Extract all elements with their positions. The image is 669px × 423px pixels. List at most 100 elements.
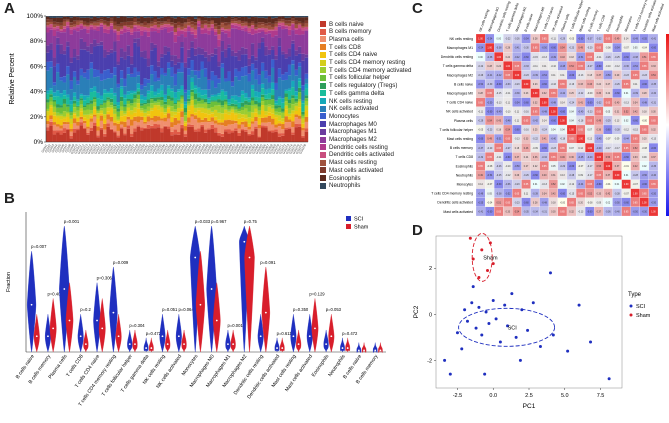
bar-segment xyxy=(274,21,278,24)
bar-segment xyxy=(210,128,215,142)
bar-segment xyxy=(197,110,201,118)
sample-label: GSM24 xyxy=(117,143,126,155)
bar-segment xyxy=(187,26,191,32)
bar-segment xyxy=(126,27,131,30)
bar-segment xyxy=(133,42,137,68)
bar-segment xyxy=(129,105,134,111)
bar-segment xyxy=(173,97,178,104)
heatmap-value: -0.00 xyxy=(560,202,566,204)
bar-segment xyxy=(133,38,137,43)
bar-segment xyxy=(153,19,158,23)
bar-segment xyxy=(59,17,63,23)
bar-segment xyxy=(230,130,235,133)
bar-segment xyxy=(93,30,97,40)
heatmap-value: -0.60 xyxy=(560,193,566,195)
bar-segment xyxy=(271,26,275,30)
bar-segment xyxy=(213,23,218,27)
bar-segment xyxy=(109,109,114,117)
bar-segment xyxy=(227,114,231,120)
bar-segment xyxy=(254,112,258,117)
bar-segment xyxy=(79,23,84,26)
bar-segment xyxy=(284,96,289,102)
bar-segment xyxy=(213,48,218,55)
bar-segment xyxy=(277,16,282,17)
sham-violin xyxy=(115,314,122,353)
bar-segment xyxy=(287,16,292,18)
bar-segment xyxy=(234,130,238,142)
y-tick-label: -2 xyxy=(427,358,432,364)
sci-violin xyxy=(306,314,313,353)
bar-segment xyxy=(150,128,154,142)
bar-segment xyxy=(56,130,60,133)
heatmap-value: 0.37 xyxy=(606,175,611,177)
bar-segment xyxy=(170,16,174,18)
bar-segment xyxy=(277,136,282,142)
panel-a-stacked-bar: Relative Percent 0% 20% 40% 60% 80% 100% GSM1 GS… xyxy=(0,0,411,190)
bar-segment xyxy=(52,21,57,25)
bar-segment xyxy=(227,109,231,112)
bar-segment xyxy=(234,114,238,121)
bar-segment xyxy=(304,105,309,111)
bar-segment xyxy=(247,97,252,100)
heatmap-value: -0.60 xyxy=(605,130,611,132)
bar-segment xyxy=(271,29,275,31)
bar-segment xyxy=(291,132,295,135)
bar-segment xyxy=(123,98,127,105)
bar-segment xyxy=(180,26,184,30)
bar-segment xyxy=(136,126,141,142)
bar-segment xyxy=(126,125,131,129)
bar-segment xyxy=(294,28,299,30)
bar-segment xyxy=(301,111,305,115)
bar-segment xyxy=(277,107,282,113)
bar-segment xyxy=(103,100,107,103)
sample-label: GSM28 xyxy=(130,143,139,155)
bar-segment xyxy=(203,117,208,122)
bar-segment xyxy=(294,117,299,124)
sci-centroid-label: SCI xyxy=(508,325,518,331)
bar-segment xyxy=(224,30,228,34)
heatmap-value: 0.42 xyxy=(606,193,611,195)
sham-point xyxy=(486,269,490,273)
heatmap-value: 0.65 xyxy=(578,193,583,195)
bar-segment xyxy=(89,103,94,111)
bar-segment xyxy=(89,23,94,25)
x-tick-label: -2.5 xyxy=(453,393,462,399)
bar-segment xyxy=(136,108,141,117)
bar-segment xyxy=(66,104,70,107)
bar-segment xyxy=(210,20,215,22)
heatmap-value: 0.65 xyxy=(624,148,629,150)
bar-segment xyxy=(207,128,211,130)
bar-segment xyxy=(123,28,127,33)
legend-swatch xyxy=(320,121,326,128)
heatmap-value: 1.00 xyxy=(560,121,565,123)
row-label: Mast cells activated xyxy=(443,210,473,214)
bar-segment xyxy=(66,113,70,117)
sham-violin xyxy=(261,266,271,353)
bar-segment xyxy=(267,22,272,26)
bar-segment xyxy=(76,25,80,28)
sample-label: GSM33 xyxy=(147,143,156,155)
p-value-label: p=0.472 xyxy=(342,331,358,336)
bar-segment xyxy=(304,110,309,117)
bar-segment xyxy=(56,16,60,18)
bar-segment xyxy=(173,92,178,98)
bar-segment xyxy=(133,16,137,17)
sci-violin xyxy=(323,329,329,353)
bar-segment xyxy=(213,96,218,101)
bar-segment xyxy=(271,124,275,131)
bar-segment xyxy=(86,104,90,110)
bar-segment xyxy=(150,65,154,75)
bar-segment xyxy=(193,18,198,23)
bar-segment xyxy=(297,81,302,88)
heatmap-value: 0.33 xyxy=(578,84,583,86)
bar-segment xyxy=(237,71,242,81)
bar-segment xyxy=(213,127,218,133)
heatmap-value: 0.65 xyxy=(551,93,556,95)
heatmap-value: -0.60 xyxy=(624,157,630,159)
bar-segment xyxy=(217,132,221,136)
bar-segment xyxy=(99,16,104,18)
legend-label: NK cells activated xyxy=(329,105,379,113)
heatmap-value: -0.13 xyxy=(651,139,657,141)
legend-label: Mast cells resting xyxy=(329,159,377,167)
bar-segment xyxy=(254,96,258,101)
